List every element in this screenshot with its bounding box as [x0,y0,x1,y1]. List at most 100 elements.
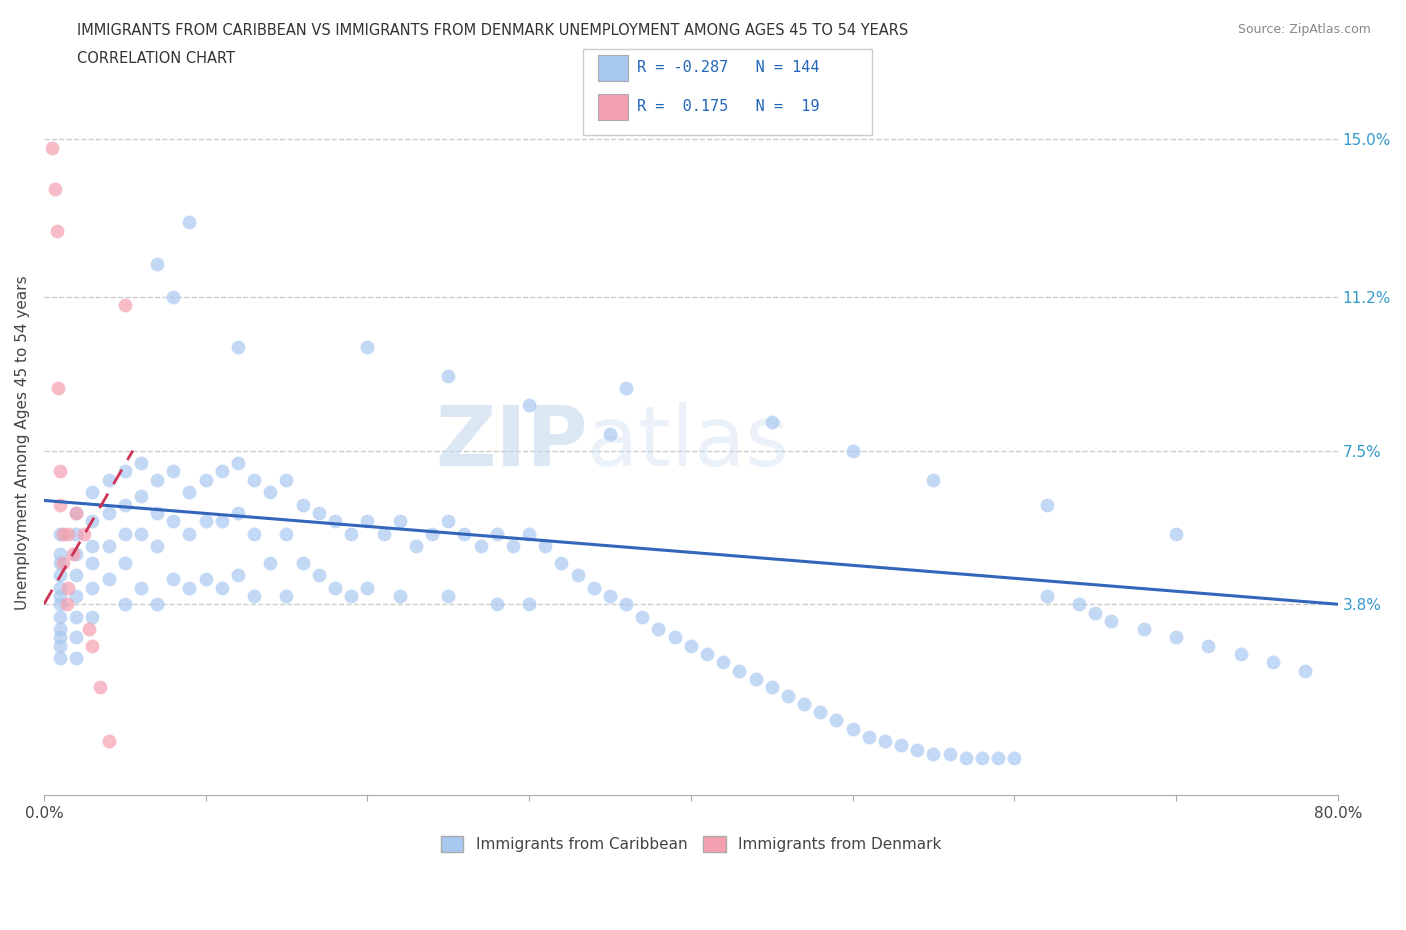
Point [614,597,637,612]
Text: CORRELATION CHART: CORRELATION CHART [77,51,235,66]
Point [922,746,945,761]
Point [49,547,72,562]
Point [82,513,104,528]
Point [49,498,72,512]
Point [291,555,314,570]
Point [793,697,815,711]
Point [211,513,233,528]
Point [534,538,557,553]
Point [1164,630,1187,644]
Point [453,526,475,541]
Point [65,526,87,541]
Point [73,526,96,541]
Point [114,597,136,612]
Point [65,547,87,562]
Point [55,597,77,612]
Point [259,485,281,499]
Point [49,580,72,595]
Point [470,538,492,553]
Point [825,713,848,728]
Text: ZIP: ZIP [434,402,588,483]
Point [388,513,411,528]
Point [97,734,120,749]
Point [194,572,217,587]
Point [696,646,718,661]
Point [373,526,395,541]
Point [114,298,136,312]
Point [437,513,460,528]
Point [162,572,184,587]
Point [65,589,87,604]
Text: atlas: atlas [588,402,789,483]
Point [550,555,572,570]
Point [744,671,766,686]
Point [340,589,363,604]
Point [49,609,72,624]
Point [49,555,72,570]
Point [77,622,100,637]
Point [502,538,524,553]
Point [65,630,87,644]
Point [129,526,152,541]
Point [905,742,928,757]
Point [52,555,75,570]
Point [243,526,266,541]
Point [49,589,72,604]
Point [938,746,960,761]
Point [65,651,87,666]
Text: Source: ZipAtlas.com: Source: ZipAtlas.com [1237,23,1371,36]
Point [517,397,540,412]
Point [631,609,654,624]
Point [82,638,104,653]
Point [226,567,249,582]
Point [49,630,72,644]
Point [65,609,87,624]
Point [114,555,136,570]
Point [49,597,72,612]
Point [841,722,863,737]
Text: R = -0.287   N = 144: R = -0.287 N = 144 [637,60,820,75]
Point [388,589,411,604]
Point [65,506,87,521]
Point [179,580,201,595]
Point [89,680,111,695]
Point [162,513,184,528]
Point [44,181,66,196]
Text: R =  0.175   N =  19: R = 0.175 N = 19 [637,100,820,114]
Point [761,414,783,429]
Point [49,638,72,653]
Point [129,456,152,471]
Point [97,506,120,521]
Point [146,597,169,612]
Point [56,526,79,541]
Point [211,464,233,479]
Y-axis label: Unemployment Among Ages 45 to 54 years: Unemployment Among Ages 45 to 54 years [15,275,30,610]
Point [226,339,249,354]
Point [49,567,72,582]
Point [356,513,378,528]
Point [49,464,72,479]
Point [62,547,84,562]
Point [647,622,669,637]
Point [599,427,621,442]
Point [405,538,427,553]
Point [226,506,249,521]
Point [841,444,863,458]
Point [146,538,169,553]
Point [890,738,912,753]
Point [129,489,152,504]
Point [955,751,977,765]
Legend: Immigrants from Caribbean, Immigrants from Denmark: Immigrants from Caribbean, Immigrants fr… [434,830,948,858]
Point [485,597,508,612]
Point [114,526,136,541]
Point [97,572,120,587]
Point [420,526,443,541]
Point [49,526,72,541]
Point [243,472,266,487]
Point [1294,663,1316,678]
Point [179,526,201,541]
Point [45,223,67,238]
Point [1002,751,1025,765]
Point [437,368,460,383]
Point [340,526,363,541]
